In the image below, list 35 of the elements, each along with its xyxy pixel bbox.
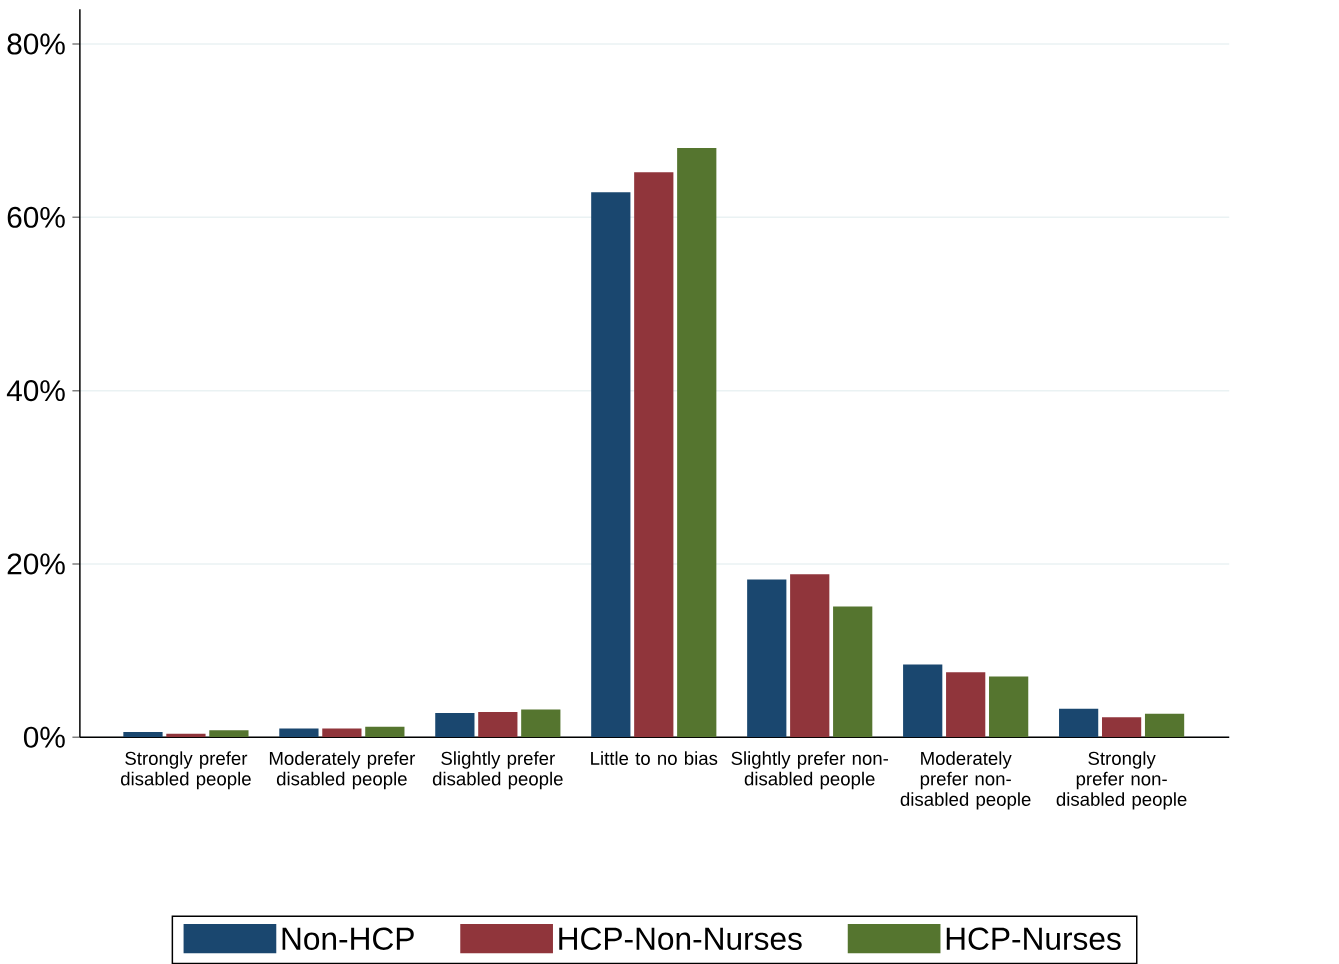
bar — [123, 731, 163, 738]
y-tick-label: 0% — [23, 726, 65, 748]
y-tick-label: 20% — [7, 553, 65, 575]
x-tick-label: Little to no bias — [591, 751, 718, 765]
bar — [435, 712, 475, 738]
legend-label: Non-HCP — [282, 927, 414, 950]
x-tick-label: Slightly prefer disabled people — [432, 751, 563, 789]
bar — [279, 728, 319, 738]
x-tick-label: Moderately prefer disabled people — [269, 751, 416, 789]
bar — [833, 606, 873, 738]
bar — [209, 730, 249, 738]
bar — [634, 172, 674, 738]
x-tick-label: Strongly prefer disabled people — [120, 751, 251, 789]
bar — [677, 147, 717, 738]
legend-label: HCP-Non-Nurses — [559, 927, 802, 950]
bar — [365, 726, 405, 738]
bar — [322, 728, 362, 738]
bar — [747, 579, 787, 738]
bar — [790, 574, 830, 738]
y-tick-label: 60% — [7, 206, 65, 228]
bar — [989, 676, 1029, 738]
bar — [946, 672, 986, 738]
bar — [521, 709, 561, 738]
bar — [903, 664, 943, 738]
legend-label: HCP-Nurses — [946, 927, 1121, 950]
bar — [1059, 708, 1099, 738]
y-tick-label: 80% — [7, 33, 65, 55]
x-tick-label: Strongly prefer non-disabled people — [1056, 751, 1187, 810]
x-tick-label: Slightly prefer non-disabled people — [731, 751, 889, 789]
bar — [1102, 717, 1142, 738]
bar — [591, 192, 631, 738]
bar — [478, 711, 518, 738]
y-tick-label: 40% — [6, 379, 65, 401]
bar — [1144, 713, 1185, 738]
x-tick-label: Moderately prefer non-disabled people — [900, 751, 1031, 810]
